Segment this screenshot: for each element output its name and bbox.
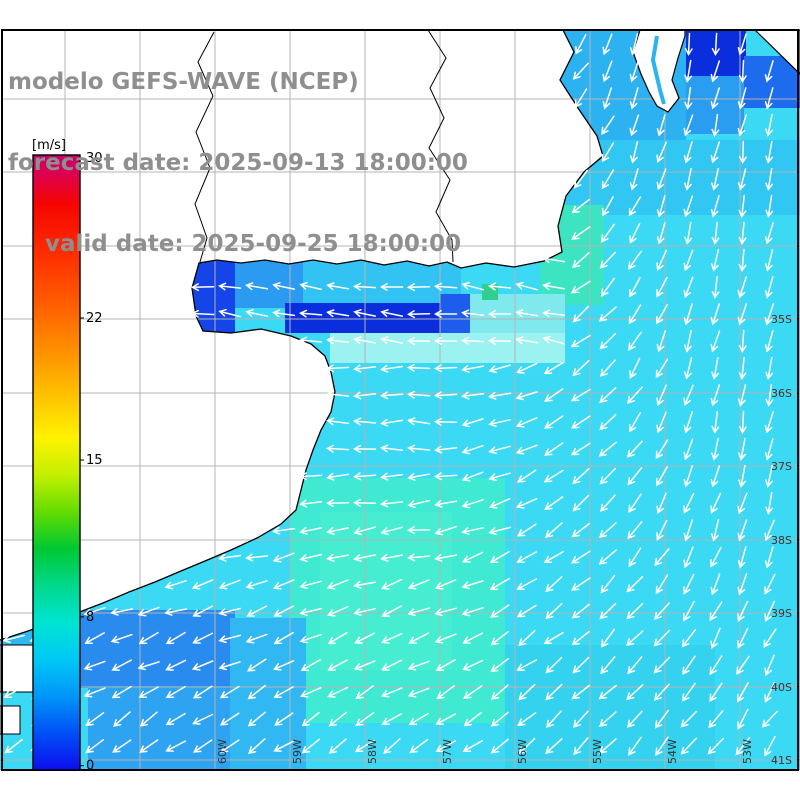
colorbar-tick-label: 0 bbox=[86, 759, 94, 774]
land-overlays bbox=[0, 29, 800, 735]
grid-lines bbox=[2, 30, 798, 770]
colorbar-tick-label: 8 bbox=[86, 610, 94, 625]
latitude-labels: 35S 36S 37S 38S 39S 40S 41S bbox=[771, 313, 792, 767]
title-block: modelo GEFS-WAVE (NCEP) forecast date: 2… bbox=[8, 15, 468, 312]
latitude-label: 40S bbox=[771, 681, 792, 694]
colorbar-unit-label: [m/s] bbox=[32, 138, 66, 153]
model-title: modelo GEFS-WAVE (NCEP) bbox=[8, 69, 359, 95]
coastal-island bbox=[0, 705, 21, 735]
longitude-label: 57W bbox=[441, 739, 454, 764]
colorbar-tick-label: 30 bbox=[86, 151, 103, 166]
latitude-label: 35S bbox=[771, 313, 792, 326]
longitude-label: 54W bbox=[666, 739, 679, 764]
colorbar-tick-label: 15 bbox=[86, 453, 103, 468]
latitude-label: 38S bbox=[771, 534, 792, 547]
longitude-label: 58W bbox=[366, 739, 379, 764]
longitude-label: 55W bbox=[591, 739, 604, 764]
inlet-channel bbox=[650, 35, 666, 105]
valid-date: valid date: 2025-09-25 18:00:00 bbox=[45, 231, 462, 257]
latitude-label: 39S bbox=[771, 607, 792, 620]
colorbar-gradient-bar bbox=[32, 154, 81, 771]
latitude-label: 36S bbox=[771, 387, 792, 400]
plot-frame bbox=[1, 29, 799, 771]
longitude-label: 59W bbox=[291, 739, 304, 764]
wind-arrows bbox=[2, 32, 778, 757]
colorbar: [m/s] 30 22 15 8 0 bbox=[32, 138, 103, 774]
coastline bbox=[0, 29, 604, 641]
longitude-label: 60W bbox=[216, 739, 229, 764]
longitude-label: 56W bbox=[516, 739, 529, 764]
forecast-date: forecast date: 2025-09-13 18:00:00 bbox=[8, 150, 468, 176]
rivers bbox=[194, 29, 454, 263]
peninsula-land bbox=[632, 29, 686, 113]
colorbar-tick-label: 22 bbox=[86, 311, 103, 326]
longitude-labels: 60W 59W 58W 57W 56W 55W 54W 53W bbox=[216, 739, 754, 764]
latitude-label: 37S bbox=[771, 460, 792, 473]
longitude-label: 53W bbox=[741, 739, 754, 764]
latitude-label: 41S bbox=[771, 754, 792, 767]
